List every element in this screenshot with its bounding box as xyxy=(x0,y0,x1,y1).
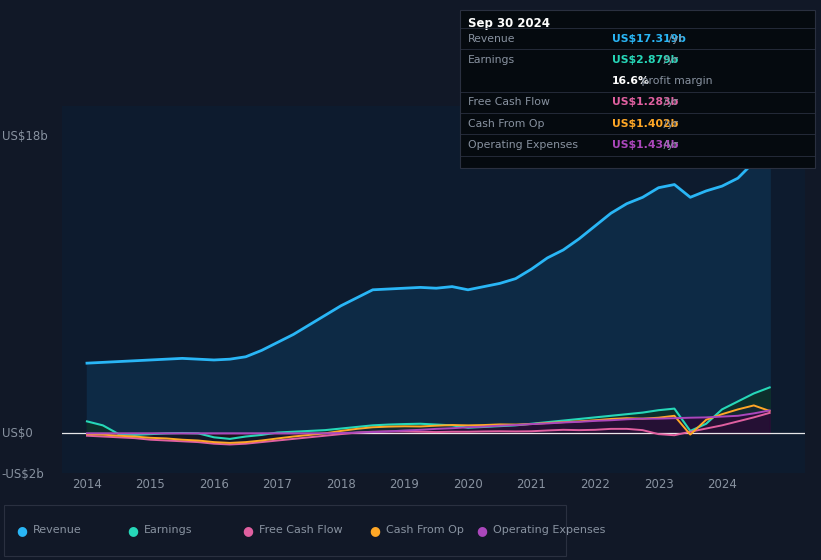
Text: ●: ● xyxy=(127,524,138,537)
Text: /yr: /yr xyxy=(665,34,683,44)
Text: US$1.402b: US$1.402b xyxy=(612,119,678,129)
Text: /yr: /yr xyxy=(660,97,677,108)
Text: US$1.434b: US$1.434b xyxy=(612,140,678,150)
Text: ●: ● xyxy=(476,524,487,537)
Text: Operating Expenses: Operating Expenses xyxy=(468,140,578,150)
Text: 16.6%: 16.6% xyxy=(612,76,649,86)
Text: Cash From Op: Cash From Op xyxy=(468,119,544,129)
Text: ●: ● xyxy=(16,524,27,537)
Text: US$17.319b: US$17.319b xyxy=(612,34,686,44)
Text: /yr: /yr xyxy=(660,119,677,129)
Text: ●: ● xyxy=(242,524,253,537)
Text: Free Cash Flow: Free Cash Flow xyxy=(259,525,342,535)
Text: Sep 30 2024: Sep 30 2024 xyxy=(468,17,550,30)
Text: Revenue: Revenue xyxy=(33,525,81,535)
Text: Operating Expenses: Operating Expenses xyxy=(493,525,605,535)
Text: Earnings: Earnings xyxy=(144,525,192,535)
Text: profit margin: profit margin xyxy=(639,76,713,86)
Text: US$18b: US$18b xyxy=(2,130,48,143)
Text: ●: ● xyxy=(369,524,380,537)
Text: US$0: US$0 xyxy=(2,427,32,440)
Text: /yr: /yr xyxy=(660,55,677,65)
Text: US$1.283b: US$1.283b xyxy=(612,97,678,108)
Text: US$2.879b: US$2.879b xyxy=(612,55,678,65)
Text: -US$2b: -US$2b xyxy=(2,468,44,481)
Text: /yr: /yr xyxy=(660,140,677,150)
Text: Earnings: Earnings xyxy=(468,55,515,65)
Text: Revenue: Revenue xyxy=(468,34,516,44)
Text: Cash From Op: Cash From Op xyxy=(386,525,464,535)
Text: Free Cash Flow: Free Cash Flow xyxy=(468,97,550,108)
